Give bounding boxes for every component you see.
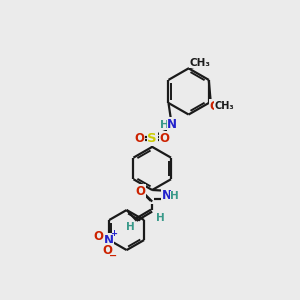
Text: +: + (110, 230, 117, 238)
Text: H: H (170, 191, 179, 201)
Text: N: N (162, 189, 172, 202)
Text: O: O (209, 100, 219, 112)
Text: O: O (102, 244, 112, 256)
Text: CH₃: CH₃ (190, 58, 211, 68)
Text: O: O (160, 132, 170, 145)
Text: H: H (126, 222, 135, 232)
Text: O: O (136, 185, 146, 198)
Text: CH₃: CH₃ (214, 101, 234, 111)
Text: O: O (93, 230, 103, 243)
Text: O: O (135, 132, 145, 145)
Text: −: − (109, 250, 117, 260)
Text: H: H (156, 213, 164, 223)
Text: H: H (160, 119, 169, 130)
Text: N: N (167, 118, 177, 131)
Text: N: N (104, 233, 114, 247)
Text: S: S (147, 132, 157, 145)
